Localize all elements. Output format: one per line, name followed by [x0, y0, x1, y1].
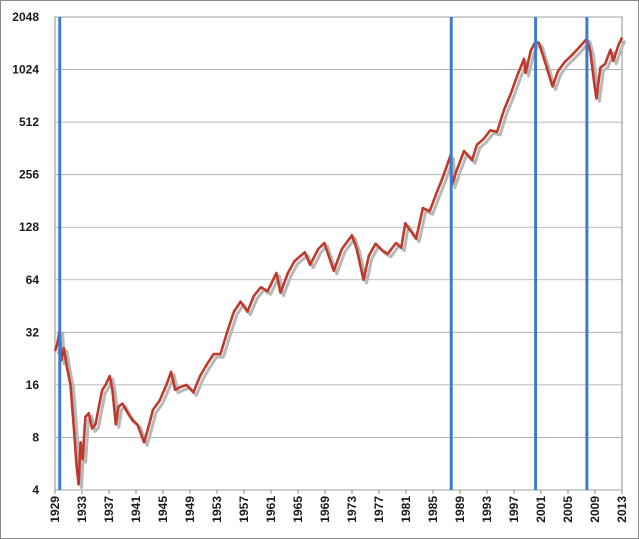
x-tick-label: 1997 [507, 496, 521, 523]
x-tick-label: 2001 [534, 496, 548, 523]
y-tick-label: 2048 [12, 10, 39, 24]
x-tick-label: 2013 [615, 496, 629, 523]
y-tick-label: 1024 [12, 63, 39, 77]
x-tick-label: 1977 [372, 496, 386, 523]
x-tick-label: 1929 [48, 496, 62, 523]
x-tick-label: 1953 [210, 496, 224, 523]
x-tick-label: 1961 [264, 496, 278, 523]
y-tick-label: 4 [32, 483, 39, 497]
x-tick-label: 1985 [426, 496, 440, 523]
y-tick-label: 64 [26, 273, 40, 287]
x-tick-label: 1993 [480, 496, 494, 523]
x-tick-label: 1969 [318, 496, 332, 523]
y-tick-label: 256 [19, 168, 39, 182]
y-tick-label: 512 [19, 115, 39, 129]
x-tick-label: 1989 [453, 496, 467, 523]
x-tick-label: 1933 [75, 496, 89, 523]
y-tick-label: 128 [19, 220, 39, 234]
x-tick-label: 1965 [291, 496, 305, 523]
x-tick-label: 1941 [129, 496, 143, 523]
x-tick-label: 1945 [156, 496, 170, 523]
x-tick-label: 1957 [237, 496, 251, 523]
x-tick-label: 1981 [399, 496, 413, 523]
y-tick-label: 8 [32, 430, 39, 444]
x-tick-label: 1949 [183, 496, 197, 523]
y-tick-label: 16 [26, 378, 40, 392]
x-tick-label: 1937 [102, 496, 116, 523]
y-tick-label: 32 [26, 325, 40, 339]
series-line [53, 37, 624, 486]
x-tick-label: 2009 [588, 496, 602, 523]
x-tick-label: 2005 [561, 496, 575, 523]
x-tick-label: 1973 [345, 496, 359, 523]
series-shadow [56, 39, 627, 489]
